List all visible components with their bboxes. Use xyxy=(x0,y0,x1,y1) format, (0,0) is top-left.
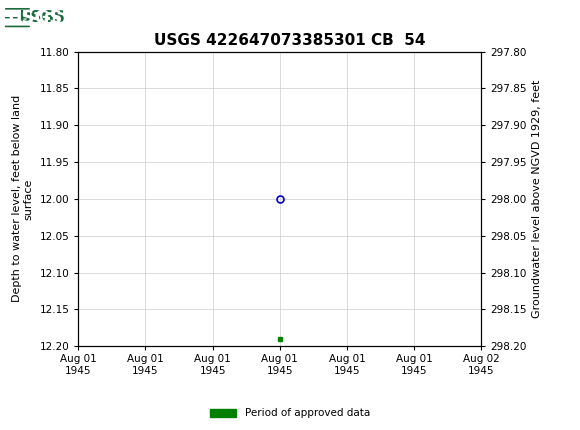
Text: USGS 422647073385301 CB  54: USGS 422647073385301 CB 54 xyxy=(154,34,426,48)
Text: ≡: ≡ xyxy=(2,7,19,27)
Y-axis label: Groundwater level above NGVD 1929, feet: Groundwater level above NGVD 1929, feet xyxy=(532,80,542,318)
Bar xyxy=(0,0,38,35)
Y-axis label: Depth to water level, feet below land
surface: Depth to water level, feet below land su… xyxy=(12,95,34,302)
Text: USGS: USGS xyxy=(19,10,66,25)
Legend: Period of approved data: Period of approved data xyxy=(206,404,374,423)
Text: USGS: USGS xyxy=(7,9,62,28)
